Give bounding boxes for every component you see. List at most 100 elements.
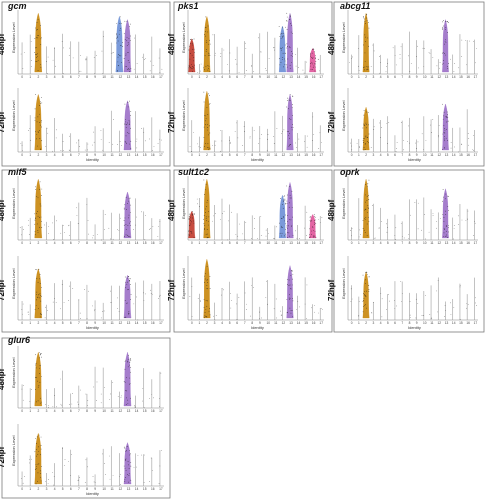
cell-point xyxy=(22,313,23,315)
x-tick-label: 3 xyxy=(214,241,216,245)
x-tick-label: 6 xyxy=(236,241,238,245)
cell-point xyxy=(364,34,366,36)
cell-point xyxy=(273,143,275,144)
cell-point xyxy=(246,303,247,305)
cell-point xyxy=(282,37,283,39)
cell-point xyxy=(127,281,128,283)
cell-point xyxy=(191,231,192,233)
cell-point xyxy=(128,62,130,64)
cell-point xyxy=(223,49,225,51)
x-tick-label: 1 xyxy=(358,153,360,157)
cell-point xyxy=(447,116,449,118)
cell-point xyxy=(128,198,130,200)
cell-point xyxy=(204,114,206,116)
x-tick-label: 14 xyxy=(452,321,456,325)
cell-point xyxy=(190,231,192,232)
cell-point xyxy=(188,215,190,217)
x-tick-label: 12 xyxy=(119,321,123,325)
cell-point xyxy=(428,231,430,233)
cell-point xyxy=(120,45,122,46)
cell-point xyxy=(466,307,467,309)
cell-point xyxy=(291,207,293,209)
cell-point xyxy=(289,133,290,135)
cell-point xyxy=(40,101,41,103)
cell-point xyxy=(127,203,128,204)
cell-point xyxy=(197,203,198,205)
cell-point xyxy=(280,62,282,64)
cell-point xyxy=(29,128,31,129)
cell-point xyxy=(281,35,283,37)
cell-point xyxy=(267,303,268,305)
x-tick-label: 9 xyxy=(94,409,96,413)
cell-point xyxy=(285,203,286,205)
cell-point xyxy=(34,234,36,236)
cell-point xyxy=(363,293,364,295)
cell-point xyxy=(190,67,192,69)
cell-point xyxy=(421,229,422,231)
x-tick-label: 11 xyxy=(274,75,278,79)
cell-point xyxy=(469,40,470,42)
cell-point xyxy=(212,34,214,36)
stage-label: 48hpf xyxy=(0,33,6,55)
cell-point xyxy=(367,274,368,276)
cell-point xyxy=(368,22,369,24)
cell-point xyxy=(208,68,209,69)
cell-point xyxy=(127,69,129,70)
cell-point xyxy=(366,223,368,225)
cell-point xyxy=(365,201,366,203)
cell-point xyxy=(113,119,114,120)
cell-point xyxy=(386,65,388,67)
x-tick-label: 0 xyxy=(21,241,23,245)
cell-point xyxy=(100,393,102,395)
cell-point xyxy=(447,120,449,122)
cell-point xyxy=(37,454,39,455)
cell-point xyxy=(41,227,43,228)
cell-point xyxy=(35,37,37,39)
x-tick-label: 3 xyxy=(46,153,48,157)
cell-point xyxy=(204,229,205,231)
cell-point xyxy=(119,55,120,56)
violin-glur6-72hpf-c2 xyxy=(34,432,43,485)
cell-point xyxy=(119,23,121,24)
cell-point xyxy=(76,207,77,209)
x-tick-label: 13 xyxy=(445,241,449,245)
cell-point xyxy=(119,29,121,31)
cell-point xyxy=(291,225,293,227)
x-tick-label: 5 xyxy=(62,153,64,157)
cell-point xyxy=(367,137,368,138)
cell-point xyxy=(279,36,281,37)
cell-point xyxy=(367,68,368,70)
cell-point xyxy=(315,236,317,238)
cell-point xyxy=(436,290,437,292)
cell-point xyxy=(276,317,277,319)
x-tick-label: 3 xyxy=(214,321,216,325)
cell-point xyxy=(448,227,449,229)
cell-point xyxy=(92,305,94,307)
cell-point xyxy=(208,147,210,149)
cell-point xyxy=(364,219,366,220)
cell-point xyxy=(286,185,288,187)
cell-point xyxy=(188,230,190,232)
cell-point xyxy=(68,149,70,151)
cell-point xyxy=(445,29,446,30)
x-tick-label: 5 xyxy=(62,487,64,491)
cell-point xyxy=(39,283,41,285)
cell-point xyxy=(110,290,111,292)
cell-point xyxy=(153,397,154,399)
cell-point xyxy=(127,402,129,404)
x-tick-label: 14 xyxy=(135,241,139,245)
violin-pks1-48hpf-c0 xyxy=(188,38,196,73)
cell-point xyxy=(368,124,369,126)
cell-point xyxy=(205,117,207,119)
cell-point xyxy=(283,200,284,202)
cell-point xyxy=(159,398,160,399)
cell-point xyxy=(153,146,155,147)
cell-point xyxy=(366,136,368,138)
cell-point xyxy=(289,235,291,237)
cell-point xyxy=(116,33,117,35)
cell-point xyxy=(96,400,97,401)
x-tick-label: 4 xyxy=(54,153,56,157)
cell-point xyxy=(368,220,370,222)
x-tick-label: 12 xyxy=(119,409,123,413)
